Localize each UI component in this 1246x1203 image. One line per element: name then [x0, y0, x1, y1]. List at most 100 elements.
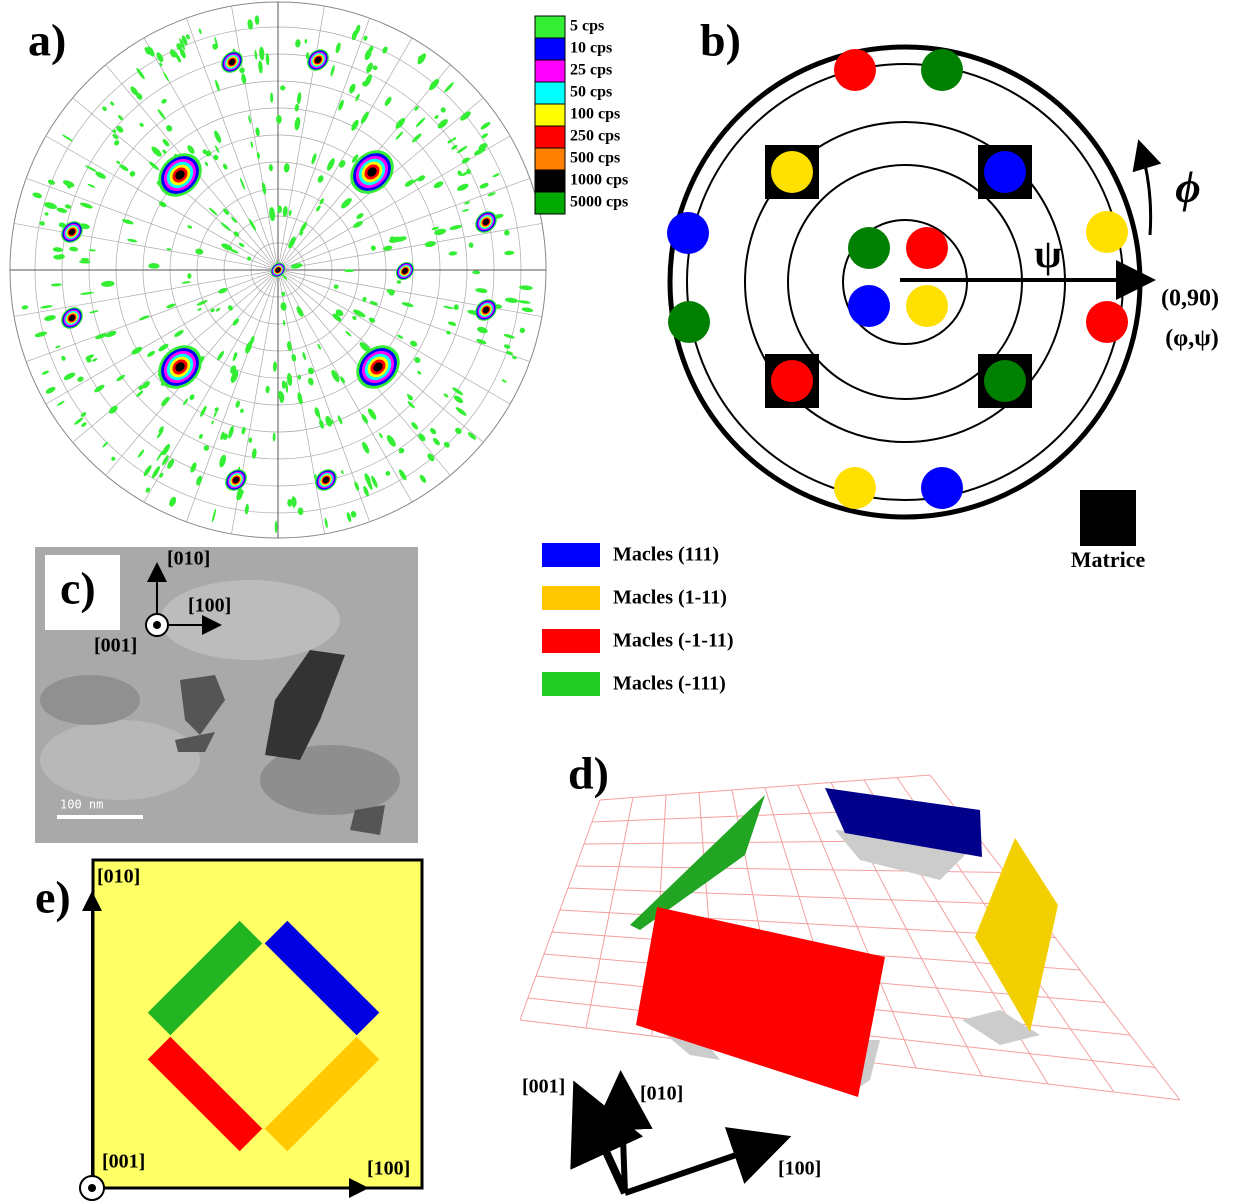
speckle — [411, 422, 419, 430]
speckle — [359, 342, 371, 353]
speckle — [363, 35, 368, 41]
speckle — [397, 334, 404, 339]
speckle — [361, 414, 368, 424]
speckle — [57, 254, 65, 259]
speckle — [296, 306, 304, 317]
panel-label: c) — [60, 563, 96, 614]
legend-label: 100 cps — [570, 106, 620, 123]
speckle — [331, 369, 340, 383]
speckle — [341, 470, 344, 475]
speckle — [127, 238, 138, 243]
speckle — [265, 53, 270, 66]
speckle — [119, 164, 129, 172]
speckle — [338, 160, 346, 168]
intensity-spot — [228, 58, 236, 66]
speckle — [463, 112, 470, 119]
grid-radial — [277, 269, 370, 522]
speckle — [317, 175, 324, 183]
speckle — [519, 285, 533, 291]
speckle — [105, 330, 117, 338]
speckle — [337, 415, 343, 425]
legend-label: 10 cps — [570, 40, 612, 57]
grid-radial — [277, 223, 542, 271]
legend-label: 500 cps — [570, 150, 620, 167]
speckle — [372, 65, 378, 71]
intensity-legend: 5 cps 10 cps 25 cps 50 cps 100 cps 250 cps 500… — [534, 15, 628, 215]
speckle — [503, 344, 511, 349]
speckle — [181, 35, 188, 46]
speckle — [291, 354, 297, 362]
speckle — [89, 310, 99, 314]
intensity-spot — [402, 268, 408, 274]
speckle — [236, 488, 243, 500]
speckle — [517, 300, 531, 304]
speckle — [159, 472, 164, 478]
speckle — [431, 226, 439, 230]
speckle — [112, 133, 119, 140]
speckle — [235, 400, 240, 408]
speckle — [169, 496, 177, 507]
speckle — [332, 313, 342, 322]
speckle — [213, 410, 218, 418]
phi-arrow — [1132, 139, 1162, 236]
speckle — [214, 130, 222, 143]
phi-label: ϕ — [1175, 163, 1200, 212]
speckle — [479, 183, 489, 189]
speckle — [294, 116, 301, 131]
grid-radial — [277, 18, 370, 271]
speckle — [110, 101, 115, 106]
speckle — [453, 395, 464, 404]
speckle — [88, 249, 96, 252]
speckle — [231, 216, 237, 224]
matrix-label: Matrice — [1071, 547, 1146, 572]
panel-label: d) — [568, 748, 609, 799]
coords-label: (φ,ψ) — [1165, 326, 1218, 352]
speckle — [204, 161, 209, 167]
speckle — [217, 350, 225, 361]
speckle — [437, 119, 448, 129]
speckle — [492, 173, 500, 178]
speckle — [444, 82, 454, 93]
speckle — [77, 376, 84, 382]
speckle — [287, 499, 293, 507]
speckle — [341, 198, 352, 209]
legend-swatch — [534, 191, 566, 215]
speckle — [95, 333, 108, 340]
speckle — [335, 309, 344, 317]
legend-label: Macles (-111) — [613, 673, 726, 695]
scale-label: 100 nm — [60, 798, 103, 812]
grid-radial — [143, 269, 279, 503]
speckle — [63, 180, 75, 188]
speckle — [215, 79, 220, 92]
speckle — [512, 355, 517, 360]
speckle — [270, 92, 274, 103]
speckle — [521, 307, 534, 313]
speckle — [230, 365, 237, 374]
axis-label: [100] — [778, 1158, 821, 1180]
speckle — [386, 435, 396, 447]
speckle — [297, 507, 304, 516]
speckle — [338, 99, 344, 111]
axis-label: [100] — [188, 595, 231, 617]
speckle — [157, 109, 166, 120]
speckle — [288, 210, 292, 216]
speckle — [208, 207, 218, 216]
speckle — [456, 145, 468, 154]
speckle — [287, 372, 293, 386]
grid-line — [519, 799, 601, 1021]
speckle — [116, 374, 125, 382]
legend-swatch — [534, 59, 566, 83]
speckle — [366, 62, 373, 73]
speckle — [368, 45, 374, 52]
axis-label: [001] — [94, 635, 137, 657]
speckle — [407, 401, 415, 409]
speckle — [190, 462, 197, 473]
speckle — [277, 390, 283, 399]
speckle — [247, 256, 252, 261]
speckle — [56, 400, 65, 406]
speckle — [62, 134, 73, 142]
speckle — [179, 48, 186, 59]
speckle — [504, 297, 519, 303]
legend-label: 5000 cps — [570, 194, 628, 211]
speckle — [85, 354, 94, 360]
